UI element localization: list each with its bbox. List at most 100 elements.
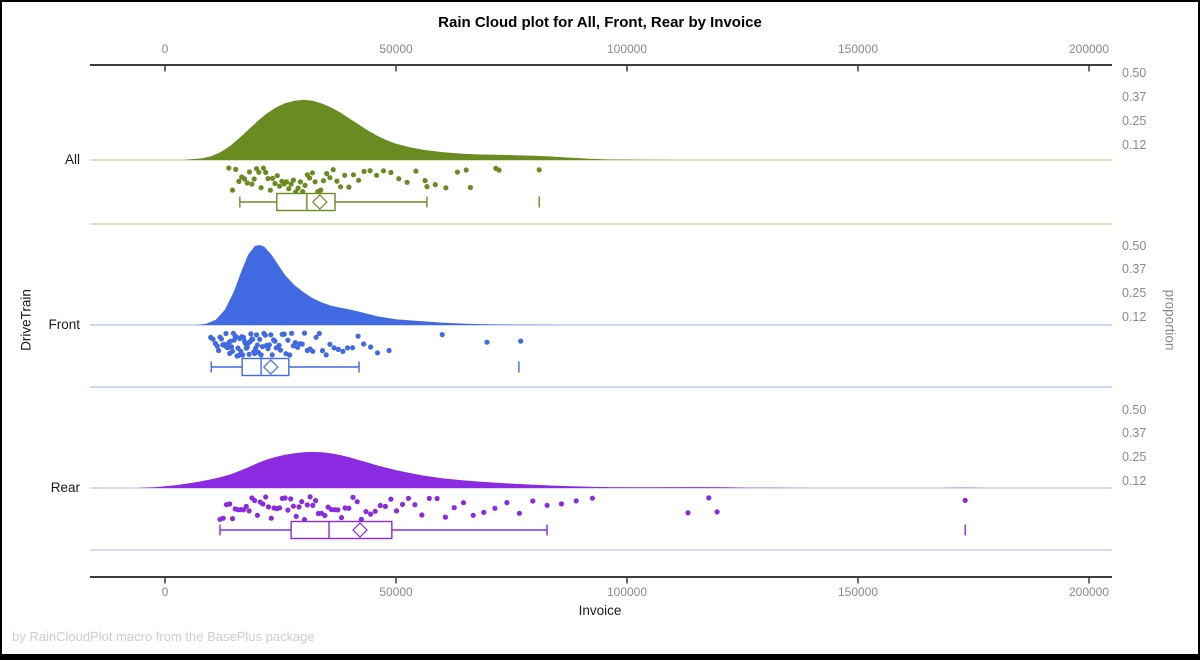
data-point xyxy=(281,331,287,337)
data-point xyxy=(288,496,294,502)
x-axis-tick-label: 100000 xyxy=(606,42,648,56)
data-point xyxy=(405,495,412,501)
data-point xyxy=(324,171,330,177)
proportion-tick-label: 0.25 xyxy=(1122,114,1147,128)
proportion-tick-label: 0.37 xyxy=(1122,426,1147,440)
x-axis-tick-label: 100000 xyxy=(606,585,648,599)
data-point xyxy=(309,170,315,176)
data-point xyxy=(439,332,445,338)
data-point xyxy=(296,504,302,510)
data-point xyxy=(260,501,266,507)
data-point xyxy=(346,505,352,511)
data-point xyxy=(399,501,406,507)
data-point xyxy=(257,336,263,342)
data-point xyxy=(368,511,374,517)
data-point xyxy=(355,333,361,339)
data-point xyxy=(276,342,282,348)
data-point xyxy=(454,169,460,175)
proportion-tick-label: 0.37 xyxy=(1122,262,1147,276)
proportion-tick-label: 0.25 xyxy=(1122,286,1147,300)
data-point xyxy=(335,507,341,513)
data-point xyxy=(404,179,410,185)
x-axis-title: Invoice xyxy=(578,603,622,618)
box-plot-all xyxy=(239,192,540,212)
data-point xyxy=(350,494,356,500)
data-point xyxy=(253,332,260,338)
data-point xyxy=(268,515,274,521)
data-point xyxy=(254,512,260,518)
data-point xyxy=(244,344,250,350)
box-plot-rear xyxy=(219,520,966,540)
data-point xyxy=(380,168,387,174)
data-point xyxy=(254,342,260,348)
data-point xyxy=(220,515,226,521)
data-point xyxy=(327,175,333,181)
data-point xyxy=(272,180,278,187)
proportion-tick-label: 0.50 xyxy=(1122,403,1147,417)
data-point xyxy=(263,169,269,175)
data-point xyxy=(451,505,457,511)
x-axis-tick-label: 200000 xyxy=(1068,585,1110,599)
data-point xyxy=(467,184,473,191)
category-label-all: All xyxy=(64,152,80,167)
data-point xyxy=(282,495,288,501)
data-point xyxy=(228,344,235,350)
data-point xyxy=(299,341,305,347)
data-point xyxy=(323,352,329,358)
data-point xyxy=(310,348,316,354)
data-point xyxy=(338,184,344,190)
proportion-tick-label: 0.25 xyxy=(1122,450,1147,464)
data-point xyxy=(320,178,327,184)
data-point xyxy=(299,499,305,505)
data-point xyxy=(277,183,283,189)
data-point xyxy=(210,336,216,342)
data-point xyxy=(460,500,467,506)
data-point xyxy=(558,501,565,507)
data-point xyxy=(496,167,502,173)
data-point xyxy=(313,498,319,504)
data-point xyxy=(393,508,400,514)
data-point xyxy=(313,334,319,340)
data-point xyxy=(413,168,419,174)
x-axis-tick-label: 0 xyxy=(161,585,169,599)
box-plot-front xyxy=(210,357,520,377)
data-point xyxy=(250,336,256,342)
data-point xyxy=(301,330,308,336)
density-curve-front xyxy=(197,245,563,325)
data-point xyxy=(367,168,373,174)
data-point xyxy=(241,176,248,182)
data-point xyxy=(442,514,448,520)
data-point xyxy=(295,185,301,191)
data-point xyxy=(290,503,296,509)
density-curve-rear xyxy=(137,451,983,488)
data-point xyxy=(363,509,369,515)
data-point xyxy=(350,345,356,351)
data-point xyxy=(316,330,322,337)
data-point xyxy=(283,179,290,185)
data-point xyxy=(335,346,341,352)
data-point xyxy=(504,500,510,506)
data-point xyxy=(322,512,328,519)
data-point xyxy=(412,502,418,508)
x-axis-tick-label: 50000 xyxy=(379,585,413,599)
data-point xyxy=(422,178,428,184)
data-point xyxy=(251,176,257,182)
data-point xyxy=(285,337,291,343)
data-point xyxy=(265,176,271,182)
data-point xyxy=(714,509,720,515)
data-point xyxy=(484,339,490,345)
proportion-tick-label: 0.12 xyxy=(1122,138,1147,152)
data-point xyxy=(344,345,351,351)
footnote: by RainCloudPlot macro from the BasePlus… xyxy=(12,629,315,644)
data-point xyxy=(346,184,352,190)
data-point xyxy=(263,494,269,500)
data-point xyxy=(266,342,272,348)
data-point xyxy=(243,503,249,509)
data-point xyxy=(685,510,691,516)
data-point xyxy=(377,502,383,509)
data-point xyxy=(334,178,340,184)
data-point xyxy=(372,508,378,514)
data-point xyxy=(470,512,476,518)
data-point xyxy=(229,348,236,354)
data-point xyxy=(310,502,316,508)
